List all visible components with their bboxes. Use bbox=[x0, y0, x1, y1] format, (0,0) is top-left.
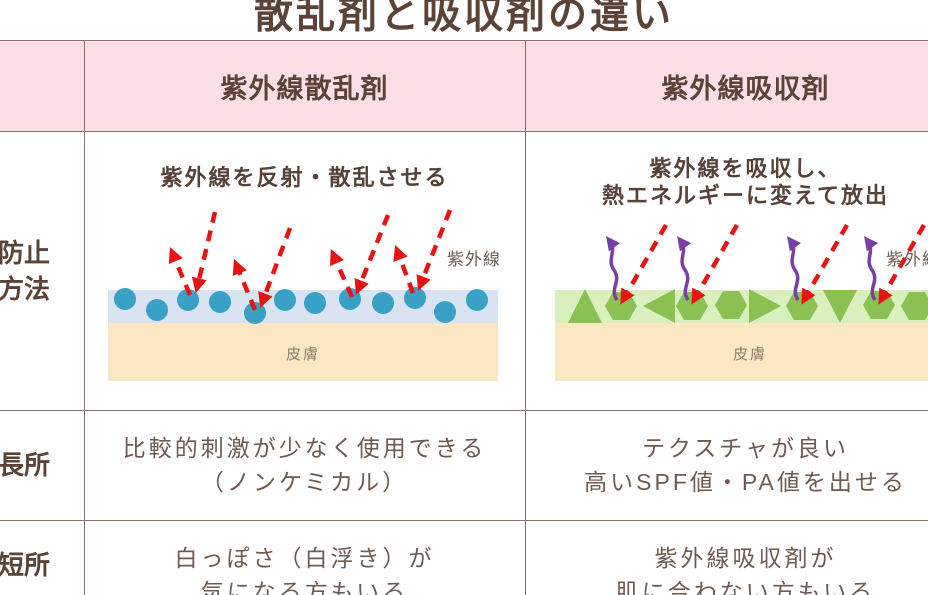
reflected-ray-icons bbox=[168, 244, 416, 311]
cons-absorb-line2: 肌に合わない方もいる bbox=[615, 579, 876, 595]
skin-layer bbox=[108, 323, 498, 381]
table-border-center-column bbox=[525, 40, 526, 595]
cons-scatter-line1: 白っぽさ（白浮き）が bbox=[174, 545, 435, 571]
absorb-caption-line2: 熱エネルギーに変えて放出 bbox=[602, 183, 889, 208]
table-header-background bbox=[0, 41, 928, 131]
pros-scatter-cell: 比較的刺激が少なく使用できる （ノンケミカル） bbox=[84, 410, 525, 520]
cons-absorb-line1: 紫外線吸収剤が bbox=[654, 545, 837, 571]
scatter-particle-icons bbox=[114, 287, 488, 324]
pros-absorb-line1: テクスチャが良い bbox=[641, 435, 850, 461]
uv-ray-icons-absorb bbox=[620, 223, 926, 305]
table-border-header-bottom bbox=[0, 131, 928, 132]
absorb-caption: 紫外線を吸収し、 熱エネルギーに変えて放出 bbox=[525, 155, 928, 209]
scatter-caption: 紫外線を反射・散乱させる bbox=[160, 165, 449, 190]
absorb-caption-line1: 紫外線を吸収し、 bbox=[649, 156, 842, 181]
cons-absorb-cell: 紫外線吸収剤が 肌に合わない方もいる bbox=[525, 520, 928, 595]
uv-ray-label-absorb: 紫外線 bbox=[886, 250, 928, 269]
absorb-diagram bbox=[555, 223, 928, 381]
uv-ray-label-scatter: 紫外線 bbox=[447, 250, 501, 269]
sunscreen-layer bbox=[108, 290, 498, 323]
skin-label-scatter: 皮膚 bbox=[285, 346, 320, 363]
row-label-method: 防止方法 bbox=[0, 237, 50, 304]
table-border-top bbox=[0, 40, 928, 41]
uv-ray-icons bbox=[191, 209, 453, 309]
pros-scatter-line1: 比較的刺激が少なく使用できる bbox=[122, 435, 487, 461]
table-border-method-bottom bbox=[0, 410, 928, 411]
pros-absorb-line2: 高いSPF値・PA値を出せる bbox=[584, 469, 907, 495]
row-label-cons: 短所 bbox=[0, 550, 50, 580]
cons-scatter-line2: 気になる方もいる bbox=[200, 579, 409, 595]
row-label-pros: 長所 bbox=[0, 450, 50, 480]
page-title: 散乱剤と吸収剤の違い bbox=[253, 0, 674, 37]
scatter-diagram bbox=[108, 209, 498, 381]
heat-ray-icons bbox=[606, 236, 879, 301]
cons-scatter-cell: 白っぽさ（白浮き）が 気になる方もいる bbox=[84, 520, 525, 595]
pros-absorb-cell: テクスチャが良い 高いSPF値・PA値を出せる bbox=[525, 410, 928, 520]
skin-label-absorb: 皮膚 bbox=[732, 346, 767, 363]
table-border-pros-bottom bbox=[0, 520, 928, 521]
column-header-absorb: 紫外線吸収剤 bbox=[661, 73, 830, 104]
skin-layer-absorb bbox=[555, 323, 928, 381]
column-header-scatter: 紫外線散乱剤 bbox=[220, 73, 389, 104]
pros-scatter-line2: （ノンケミカル） bbox=[200, 469, 409, 495]
table-border-label-column bbox=[84, 40, 85, 595]
